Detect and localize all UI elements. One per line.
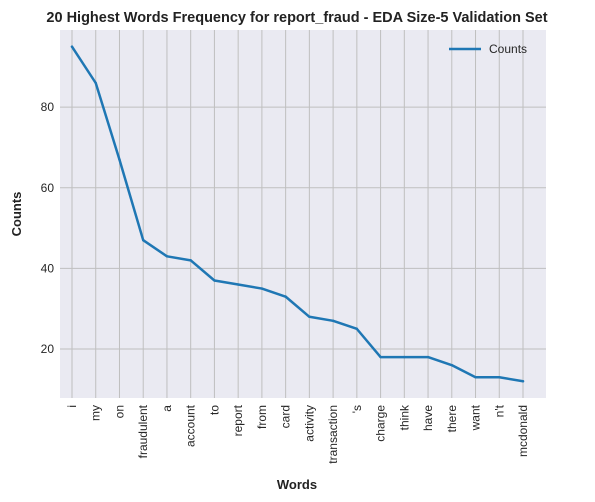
legend-label: Counts <box>489 42 527 56</box>
x-tick-label: i <box>65 405 79 408</box>
data-point <box>142 238 145 242</box>
data-point <box>260 287 264 290</box>
x-tick-label: charge <box>374 405 388 442</box>
data-point <box>94 81 97 85</box>
plot-area <box>60 30 546 398</box>
data-point <box>284 295 287 298</box>
data-point <box>498 376 501 379</box>
y-axis-label: Counts <box>9 192 24 237</box>
x-tick-label: account <box>184 404 198 447</box>
x-tick-label: on <box>112 405 126 418</box>
data-point <box>189 259 192 262</box>
legend: Counts <box>449 42 527 56</box>
data-point <box>521 380 525 383</box>
x-tick-label: n't <box>492 404 506 417</box>
data-point <box>450 363 453 367</box>
y-tick-label: 60 <box>41 181 55 195</box>
data-point <box>308 315 311 318</box>
x-tick-label: 's <box>350 405 364 413</box>
data-point <box>426 355 430 359</box>
data-point <box>355 327 359 331</box>
x-tick-label: card <box>279 405 293 428</box>
data-point <box>403 355 406 359</box>
x-tick-label: transaction <box>326 405 340 464</box>
x-tick-label: mcdonald <box>516 405 530 457</box>
x-tick-label: want <box>469 404 483 431</box>
x-tick-label: there <box>445 405 459 433</box>
x-axis-ticks: i my on fraudulent a account to report from card a… <box>65 404 530 464</box>
data-point <box>236 283 240 286</box>
x-tick-label: to <box>207 405 221 415</box>
x-axis-label: Words <box>277 477 317 492</box>
data-point <box>165 255 169 258</box>
x-tick-label: think <box>397 404 411 430</box>
x-tick-label: have <box>421 405 435 431</box>
data-point <box>379 355 382 359</box>
data-point <box>474 376 477 379</box>
y-axis-ticks: 20 40 60 80 <box>41 100 55 356</box>
series-group <box>70 45 525 383</box>
x-tick-label: from <box>255 405 269 429</box>
x-tick-label: a <box>160 405 174 412</box>
x-tick-label: report <box>231 404 245 436</box>
x-tick-label: my <box>89 405 103 421</box>
data-point <box>118 158 121 161</box>
chart-title: 20 Highest Words Frequency for report_fr… <box>46 10 547 26</box>
grid-lines <box>60 30 546 398</box>
y-tick-label: 80 <box>41 100 55 114</box>
x-tick-label: fraudulent <box>136 404 150 458</box>
data-point <box>213 279 216 282</box>
data-point <box>331 319 335 323</box>
data-point <box>70 45 74 48</box>
y-tick-label: 40 <box>41 261 55 275</box>
y-tick-label: 20 <box>41 342 55 356</box>
series-line-counts <box>70 45 525 383</box>
x-tick-label: activity <box>302 405 316 442</box>
